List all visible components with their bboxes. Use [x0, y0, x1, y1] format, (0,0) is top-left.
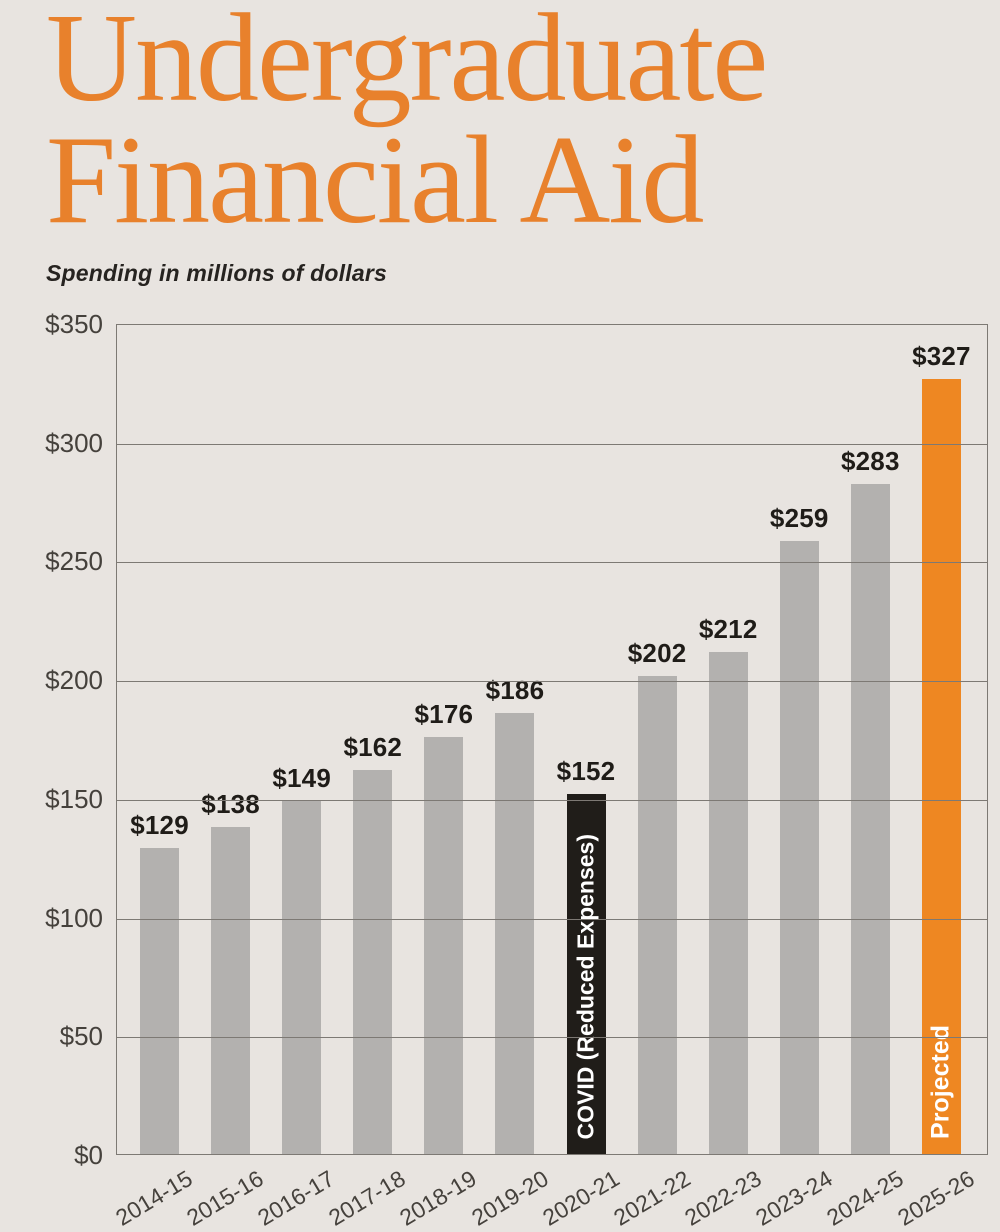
x-tick-label-2015-16: 2015-16 — [182, 1165, 269, 1231]
x-tick-label-2018-19: 2018-19 — [395, 1165, 482, 1231]
x-tick-label-2016-17: 2016-17 — [253, 1165, 340, 1231]
bar-annotation-projected: Projected — [926, 1025, 955, 1139]
y-tick-label-0: $0 — [74, 1140, 103, 1170]
x-tick-label-2017-18: 2017-18 — [324, 1165, 411, 1231]
plot-area: $129 2014-15 $138 2015-16 $149 2016-17 $162 201… — [111, 324, 988, 1231]
bar-group-2017-18: $162 2017-18 — [324, 325, 410, 1230]
x-tick-label-2025-26: 2025-26 — [893, 1165, 979, 1231]
bar-value-label-2021-22: $202 — [627, 637, 687, 668]
x-tick-label-2024-25: 2024-25 — [821, 1165, 908, 1231]
bar-2018-19 — [424, 737, 464, 1154]
bar-group-2014-15: $129 2014-15 — [111, 325, 197, 1230]
x-tick-label-2019-20: 2019-20 — [466, 1165, 553, 1231]
y-tick-label-200: $200 — [45, 665, 103, 696]
grid-line-100 — [117, 918, 987, 920]
grid-line-150 — [117, 799, 987, 801]
bars-row: $129 2014-15 $138 2015-16 $149 2016-17 $162 201… — [111, 325, 987, 1231]
bar-2014-15 — [140, 848, 180, 1154]
bar-annotation-covid: COVID (Reduced Expenses) — [572, 833, 599, 1139]
bar-group-2020-21: COVID (Reduced Expenses) $152 2020-21 — [538, 325, 624, 1231]
x-tick-label-2022-23: 2022-23 — [679, 1165, 766, 1231]
chart-title: Undergraduate Financial Aid — [46, 0, 768, 250]
bar-group-2022-23: $212 2022-23 — [680, 325, 766, 1231]
y-tick-label-300: $300 — [45, 427, 103, 458]
y-tick-label-350: $350 — [45, 309, 103, 339]
x-tick-label-2014-15: 2014-15 — [111, 1165, 197, 1231]
chart-title-line2: Financial Aid — [46, 111, 704, 250]
grid-line-200 — [117, 681, 987, 683]
bar-2025-26: Projected — [921, 379, 961, 1154]
bar-2020-21: COVID (Reduced Expenses) — [566, 793, 606, 1154]
grid-line-300 — [117, 443, 987, 445]
x-tick-label-2020-21: 2020-21 — [537, 1165, 624, 1231]
bar-group-2024-25: $283 2024-25 — [822, 325, 908, 1231]
bar-group-2023-24: $259 2023-24 — [751, 325, 837, 1231]
bar-2017-18 — [353, 770, 393, 1154]
bar-value-label-2023-24: $259 — [769, 502, 829, 533]
bar-2021-22 — [637, 675, 677, 1154]
y-tick-label-50: $50 — [59, 1021, 103, 1052]
chart-title-line1: Undergraduate — [46, 0, 768, 128]
bar-2019-20 — [495, 713, 535, 1154]
bar-2023-24 — [779, 540, 819, 1154]
bar-group-2021-22: $202 2021-22 — [609, 325, 695, 1231]
grid-line-50 — [117, 1037, 987, 1039]
bar-group-2019-20: $186 2019-20 — [467, 325, 553, 1230]
bar-value-label-2017-18: $162 — [343, 732, 403, 763]
bar-value-label-2018-19: $176 — [414, 699, 474, 730]
bar-2015-16 — [211, 827, 251, 1154]
bar-group-2025-26: Projected $327 2025-26 — [893, 325, 979, 1230]
bar-group-2016-17: $149 2016-17 — [253, 325, 339, 1231]
bar-value-label-2020-21: $152 — [556, 755, 616, 786]
x-tick-label-2023-24: 2023-24 — [750, 1165, 837, 1231]
grid-line-250 — [117, 562, 987, 564]
bar-value-label-2024-25: $283 — [840, 445, 900, 476]
chart-subtitle: Spending in millions of dollars — [46, 260, 387, 286]
bar-2016-17 — [282, 801, 322, 1154]
bar-value-label-2025-26: $327 — [912, 341, 971, 372]
y-tick-label-250: $250 — [45, 546, 103, 577]
bar-chart: $350 $300 $250 $200 $150 $100 $50 $0 $129 2014-1… — [0, 310, 1000, 1231]
bar-value-label-2022-23: $212 — [698, 613, 758, 644]
bar-value-label-2015-16: $138 — [201, 789, 260, 820]
x-tick-label-2021-22: 2021-22 — [608, 1165, 695, 1231]
bar-2024-25 — [850, 483, 890, 1154]
bar-group-2015-16: $138 2015-16 — [182, 325, 268, 1231]
bar-value-label-2014-15: $129 — [130, 810, 189, 841]
bar-value-label-2016-17: $149 — [272, 763, 332, 794]
bar-value-label-2019-20: $186 — [485, 675, 545, 706]
y-tick-label-150: $150 — [45, 783, 103, 814]
y-tick-label-100: $100 — [45, 902, 103, 933]
bar-group-2018-19: $176 2018-19 — [395, 325, 481, 1231]
bar-2022-23 — [708, 651, 748, 1154]
y-axis: $350 $300 $250 $200 $150 $100 $50 $0 — [0, 310, 103, 1169]
